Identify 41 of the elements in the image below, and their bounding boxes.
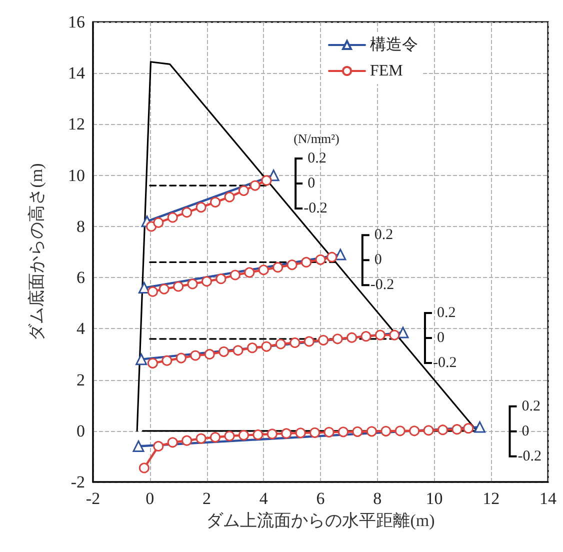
x-tick-label: 4 bbox=[259, 489, 268, 508]
point bbox=[138, 282, 150, 294]
y-tick-label: 0 bbox=[76, 421, 85, 440]
point bbox=[136, 354, 148, 366]
y-tick-label: 4 bbox=[76, 319, 86, 338]
y-tick-label: 12 bbox=[68, 114, 85, 134]
annotation: 0 bbox=[436, 330, 444, 346]
y-tick-label: 10 bbox=[68, 166, 85, 185]
annotation: 0 bbox=[308, 175, 316, 192]
y-tick-label: 16 bbox=[68, 12, 85, 32]
x-tick-label: 6 bbox=[316, 489, 325, 508]
annotation: 0.2 bbox=[522, 398, 540, 414]
point bbox=[334, 248, 346, 260]
annotation: -0.2 bbox=[304, 200, 328, 216]
x-tick-label: 12 bbox=[482, 489, 500, 508]
point bbox=[397, 326, 409, 338]
y-tick-label: 2 bbox=[76, 370, 85, 390]
y-tick-label: -2 bbox=[70, 472, 85, 492]
x-tick-label: 0 bbox=[146, 489, 154, 508]
y-tick-label: 14 bbox=[68, 64, 86, 83]
annotation: 0.2 bbox=[374, 227, 394, 244]
x-tick-label: 8 bbox=[373, 489, 382, 508]
x-axis-title: ダム上流面からの水平距離(m) bbox=[206, 510, 435, 530]
annotation: -0.2 bbox=[370, 277, 394, 294]
annotation: 0 bbox=[374, 252, 382, 268]
x-tick-label: 2 bbox=[202, 489, 211, 508]
legend-label: FEM bbox=[370, 62, 403, 80]
y-axis-title: ダム底面からの高さ(m) bbox=[27, 163, 46, 341]
point bbox=[474, 421, 486, 433]
annotation: 0.2 bbox=[436, 305, 456, 322]
annotation: -0.2 bbox=[518, 448, 542, 464]
annotation: 0.2 bbox=[308, 150, 326, 166]
x-tick-label: 10 bbox=[426, 489, 443, 508]
annotation: (N/mm²) bbox=[294, 130, 340, 146]
point bbox=[132, 440, 144, 452]
legend-label: 構造令 bbox=[370, 36, 418, 54]
x-tick-label: 14 bbox=[540, 489, 557, 508]
y-tick-label: 8 bbox=[76, 216, 85, 236]
annotation: -0.2 bbox=[432, 355, 457, 372]
y-tick-label: 6 bbox=[76, 268, 85, 288]
annotation: 0 bbox=[522, 423, 530, 440]
